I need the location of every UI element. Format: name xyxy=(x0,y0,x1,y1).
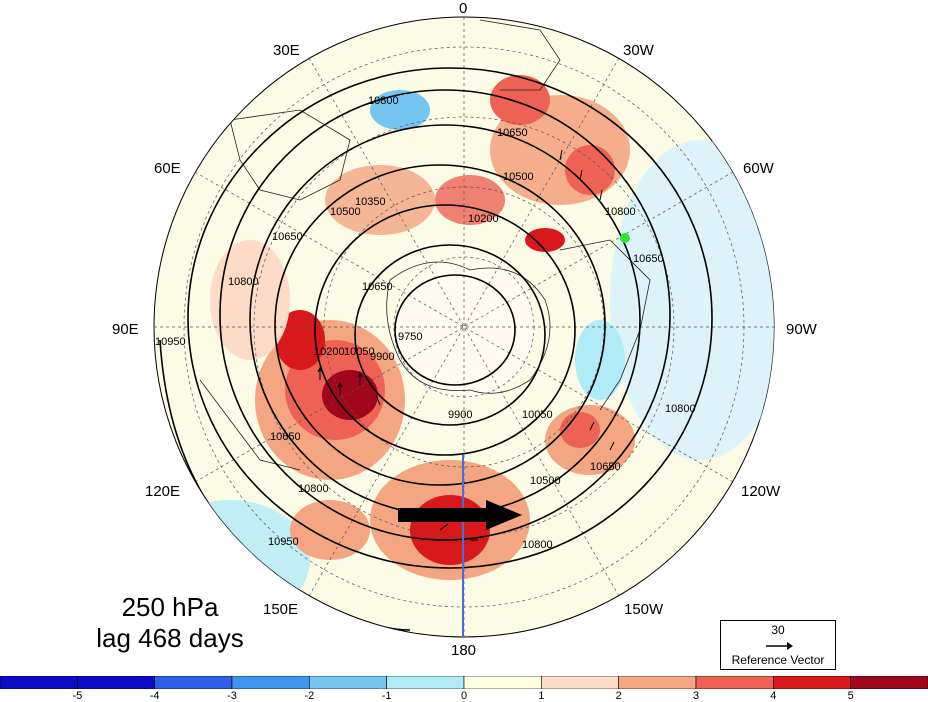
colorbar-swatch xyxy=(850,675,928,690)
colorbar-tick-label: 1 xyxy=(538,690,545,702)
lon-label-150e: 150E xyxy=(263,601,299,618)
colorbar-tick-label: -1 xyxy=(381,690,392,702)
colorbar-swatch xyxy=(541,675,619,690)
lon-label-120e: 120E xyxy=(145,483,181,500)
wind-vectors xyxy=(317,149,615,541)
lon-label-0: 0 xyxy=(459,0,468,17)
colorbar-tick-label: -4 xyxy=(149,690,160,702)
lon-label-60e: 60E xyxy=(154,160,181,177)
contour-label: 10950 xyxy=(155,336,186,348)
contour-label: 10800 xyxy=(665,403,696,415)
reference-vector-magnitude: 30 xyxy=(771,623,785,637)
title-lag: lag 468 days xyxy=(96,623,244,653)
reference-vector-box: 30 Reference Vector xyxy=(720,620,836,670)
contour-label: 10650 xyxy=(270,431,301,443)
contour-label: 10800 xyxy=(368,95,399,107)
colorbar-swatch xyxy=(309,675,387,690)
contour-label: 10650 xyxy=(633,253,664,265)
reference-arrow-icon xyxy=(766,642,793,650)
colorbar-tick-label: 2 xyxy=(615,690,622,702)
contour-label: 10650 xyxy=(497,127,528,139)
contour-label: 10800 xyxy=(522,539,553,551)
contour-label: 10200 xyxy=(468,213,499,225)
contour-label: 10350 xyxy=(355,196,386,208)
contour-label: 10650 xyxy=(362,281,393,293)
colorbar-swatch xyxy=(618,675,697,690)
contour-label: 9750 xyxy=(398,331,422,343)
mean-flow-arrow xyxy=(398,500,522,530)
lon-label-30w: 30W xyxy=(623,42,654,59)
contour-label: 10500 xyxy=(530,475,561,487)
contour-label: 9900 xyxy=(370,351,394,363)
reference-vector-label: Reference Vector xyxy=(731,653,825,667)
colorbar-swatches xyxy=(0,675,928,690)
colorbar-swatch xyxy=(0,675,78,690)
contour-label: 10650 xyxy=(590,461,621,473)
contour-label: 10800 xyxy=(228,276,259,288)
colorbar-tick-label: -3 xyxy=(227,690,237,702)
lon-label-90e: 90E xyxy=(112,321,139,338)
colorbar-tick-label: 4 xyxy=(770,690,777,702)
colorbar-swatch xyxy=(386,675,465,690)
colorbar-swatch xyxy=(695,675,774,690)
lon-label-120w: 120W xyxy=(741,483,781,500)
colorbar-tick-label: 5 xyxy=(847,690,854,702)
contour-label: 10200 xyxy=(314,346,345,358)
colorbar-swatch xyxy=(231,675,310,690)
colorbar-swatch xyxy=(773,675,851,690)
map-title: 250 hPa lag 468 days xyxy=(70,592,270,654)
colorbar-tick-label: -2 xyxy=(304,690,315,702)
contour-label: 10500 xyxy=(330,206,361,218)
title-level: 250 hPa xyxy=(121,592,219,622)
colorbar-tick-label: 3 xyxy=(692,690,700,702)
lon-label-60w: 60W xyxy=(743,160,774,177)
contour-label: 10800 xyxy=(605,206,636,218)
contour-label: 9900 xyxy=(448,409,472,421)
colorbar-swatch xyxy=(77,675,155,690)
colorbar xyxy=(0,675,928,690)
colorbar-swatch xyxy=(463,675,542,690)
lon-label-30e: 30E xyxy=(273,42,300,59)
lon-label-180: 180 xyxy=(451,642,477,659)
colorbar-tick-label: 0 xyxy=(460,690,468,702)
contour-label: 10650 xyxy=(272,231,303,243)
colorbar-tick-label: -5 xyxy=(72,690,83,702)
station-marker xyxy=(620,233,630,243)
contour-label: 10050 xyxy=(522,409,553,421)
contour-label: 10050 xyxy=(344,346,375,358)
colorbar-swatch xyxy=(154,675,233,690)
lon-label-90w: 90W xyxy=(786,321,817,338)
lon-label-150w: 150W xyxy=(624,601,664,618)
contour-label: 10800 xyxy=(298,483,329,495)
contour-label: 10500 xyxy=(503,171,534,183)
contour-label: 10950 xyxy=(268,536,299,548)
